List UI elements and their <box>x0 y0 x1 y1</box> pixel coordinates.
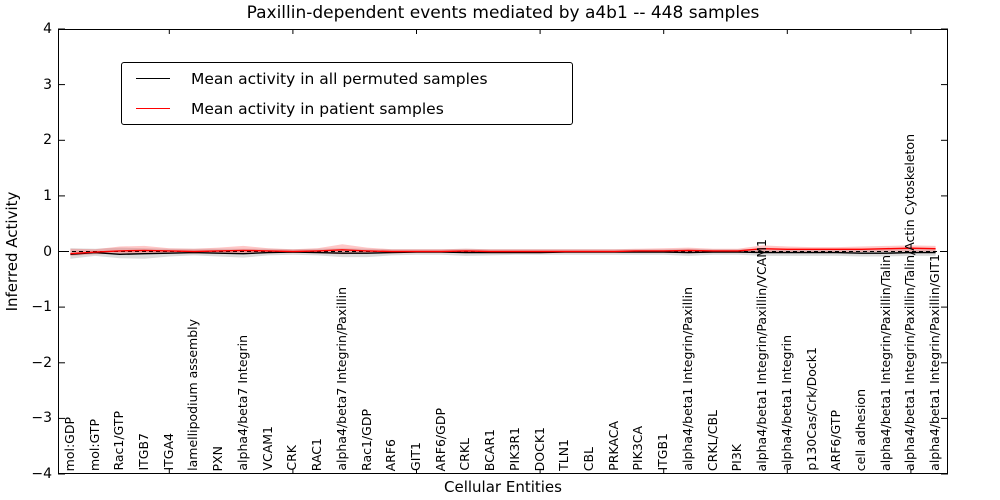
x-category-label: BCAR1 <box>482 428 498 471</box>
x-category-label: PI3K <box>729 443 745 471</box>
y-tick-label: 0 <box>43 243 52 260</box>
x-category-label: ARF6/GDP <box>432 407 448 471</box>
x-category-label: ITGB1 <box>655 433 671 471</box>
x-category-label: PIK3R1 <box>506 426 522 471</box>
x-category-label: alpha4/beta1 Integrin/Paxillin/VCAM1 <box>754 238 770 471</box>
x-category-label: lamellipodium assembly <box>185 319 201 471</box>
legend-line-patient-icon <box>136 108 170 109</box>
y-tick-label: −4 <box>31 466 52 482</box>
y-tick-label: −2 <box>31 354 52 371</box>
x-category-label: CRKL <box>457 438 473 471</box>
x-category-label: ARF6 <box>383 438 399 471</box>
x-category-label: DOCK1 <box>531 426 547 471</box>
x-category-label: VCAM1 <box>259 426 275 471</box>
y-tick-label: −1 <box>31 299 52 316</box>
x-category-label: Rac1/GDP <box>358 409 374 471</box>
x-category-label: CBL <box>581 446 597 471</box>
x-category-label: ARF6/GTP <box>828 409 844 471</box>
legend-label-patient: Mean activity in patient samples <box>191 99 444 118</box>
x-category-label: PXN <box>210 445 226 471</box>
x-category-label: mol:GDP <box>61 416 77 471</box>
y-tick-label: −3 <box>31 410 52 427</box>
x-category-label: PIK3CA <box>630 426 646 471</box>
x-category-label: cell adhesion <box>852 388 868 471</box>
x-category-label: CRKL/CBL <box>704 409 720 471</box>
x-category-label: Rac1/GTP <box>111 411 127 471</box>
y-tick-label: 3 <box>43 76 52 93</box>
x-category-label: alpha4/beta1 Integrin/Paxillin/Talin <box>877 255 893 471</box>
x-category-label: alpha4/beta7 Integrin/Paxillin <box>333 287 349 471</box>
y-tick-label: 2 <box>43 132 52 149</box>
x-category-label: alpha4/beta1 Integrin <box>778 335 794 471</box>
x-axis-title: Cellular Entities <box>444 478 562 496</box>
x-category-label: RAC1 <box>309 437 325 471</box>
legend-label-permuted: Mean activity in all permuted samples <box>191 69 488 88</box>
x-category-label: CRK <box>284 445 300 471</box>
legend-item-patient: Mean activity in patient samples <box>122 96 572 122</box>
line-permuted <box>70 251 936 256</box>
x-category-label: mol:GTP <box>86 419 102 471</box>
legend-line-permuted-icon <box>136 78 170 79</box>
y-tick-label: 4 <box>43 21 52 37</box>
x-category-label: ITGB7 <box>136 433 152 471</box>
plot-area: Mean activity in all permuted samples Me… <box>58 28 948 475</box>
x-category-label: TLN1 <box>556 439 572 471</box>
x-category-label: GIT1 <box>407 442 423 471</box>
x-category-label: alpha4/beta7 Integrin <box>234 335 250 471</box>
chart-title: Paxillin-dependent events mediated by a4… <box>246 3 760 23</box>
axes-frame <box>58 29 948 474</box>
y-axis-title: Inferred Activity <box>3 191 21 312</box>
line-patient <box>70 247 936 255</box>
x-category-label: PRKACA <box>605 421 621 471</box>
x-category-label: alpha4/beta1 Integrin/Paxillin/Talin/Act… <box>902 134 918 471</box>
plot-canvas <box>58 28 948 475</box>
x-category-label: alpha4/beta1 Integrin/Paxillin <box>679 287 695 471</box>
band-patient <box>70 244 936 256</box>
y-tick-label: 1 <box>43 187 52 204</box>
legend-item-permuted: Mean activity in all permuted samples <box>122 66 572 92</box>
x-category-label: p130Cas/Crk/Dock1 <box>803 347 819 471</box>
x-category-label: ITGA4 <box>160 433 176 471</box>
legend: Mean activity in all permuted samples Me… <box>121 62 573 125</box>
x-category-label: alpha4/beta1 Integrin/Paxillin/GIT1 <box>927 254 943 471</box>
